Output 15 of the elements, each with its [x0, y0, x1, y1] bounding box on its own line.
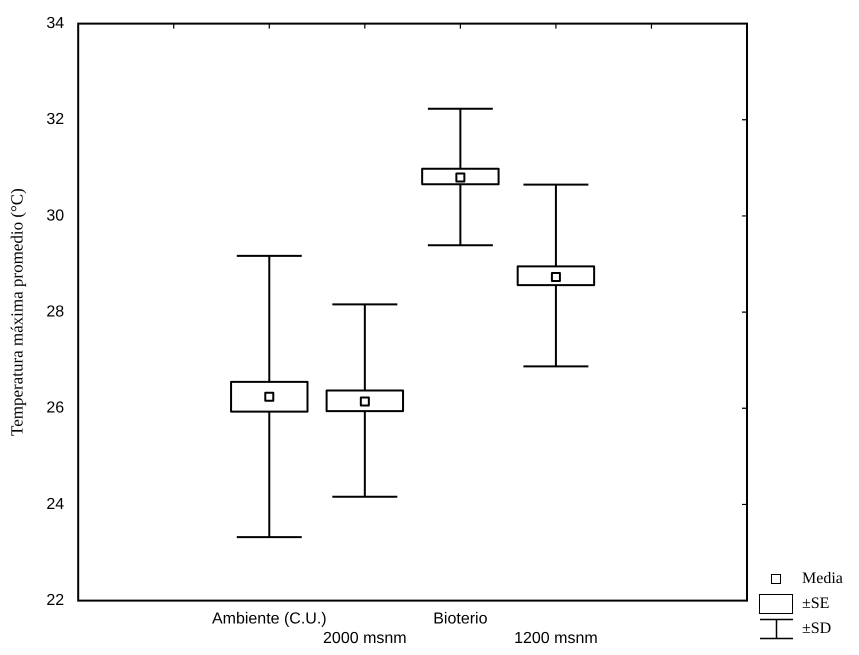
y-tick-label: 30 [46, 207, 64, 224]
y-tick-label: 22 [46, 592, 64, 610]
y-tick-label: 32 [46, 111, 64, 128]
x-tick-label: Bioterio [433, 610, 488, 628]
y-tick-label: 28 [46, 304, 64, 321]
x-tick-label: Ambiente (C.U.) [212, 610, 327, 628]
y-tick-label: 26 [46, 400, 64, 417]
y-axis-title: Temperatura máxima promedio (°C) [8, 188, 27, 436]
x-tick-label: 2000 msnm [323, 630, 407, 647]
y-tick-label: 34 [46, 15, 64, 32]
text: ±SE [802, 594, 830, 612]
text: ±SD [802, 620, 832, 638]
x-tick-label: 1200 msnm [514, 630, 598, 647]
y-tick-label: 24 [46, 496, 64, 513]
text: Media [802, 570, 843, 588]
